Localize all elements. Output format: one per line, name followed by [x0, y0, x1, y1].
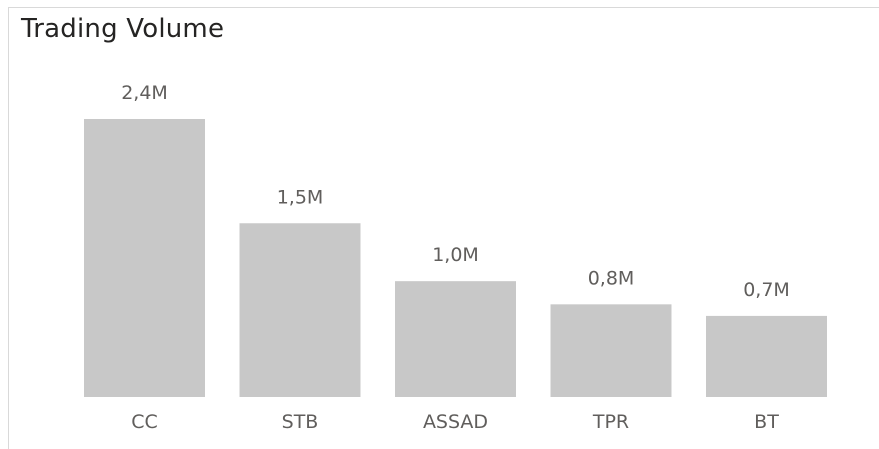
bar-tpr[interactable] [550, 304, 672, 397]
data-label-cc: 2,4M [121, 82, 168, 104]
bar-stb[interactable] [239, 223, 361, 397]
data-label-bt: 0,7M [743, 279, 790, 301]
bar-assad[interactable] [395, 281, 516, 397]
x-tick-label-tpr: TPR [592, 411, 629, 433]
card-border-top [8, 7, 879, 8]
data-label-tpr: 0,8M [588, 267, 635, 289]
data-label-stb: 1,5M [277, 186, 324, 208]
x-tick-label-stb: STB [282, 411, 319, 433]
x-tick-label-cc: CC [131, 411, 158, 433]
bar-cc[interactable] [84, 119, 205, 397]
bar-bt[interactable] [706, 315, 827, 397]
chart-title: Trading Volume [21, 14, 225, 44]
x-tick-label-bt: BT [754, 411, 779, 433]
card-border-left [8, 7, 9, 449]
data-label-assad: 1,0M [432, 244, 479, 266]
x-tick-label-assad: ASSAD [423, 411, 488, 433]
